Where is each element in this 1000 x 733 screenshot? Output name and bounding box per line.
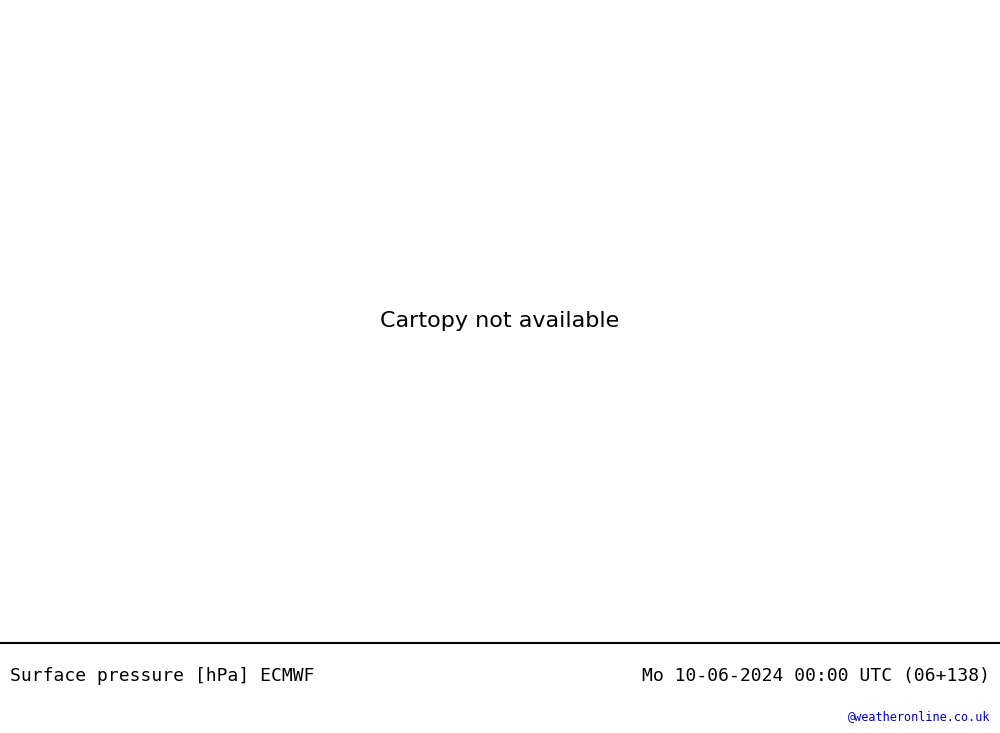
Text: @weatheronline.co.uk: @weatheronline.co.uk [848,710,990,723]
Text: Mo 10-06-2024 00:00 UTC (06+138): Mo 10-06-2024 00:00 UTC (06+138) [642,667,990,685]
Text: Cartopy not available: Cartopy not available [380,311,620,331]
Text: Surface pressure [hPa] ECMWF: Surface pressure [hPa] ECMWF [10,667,314,685]
